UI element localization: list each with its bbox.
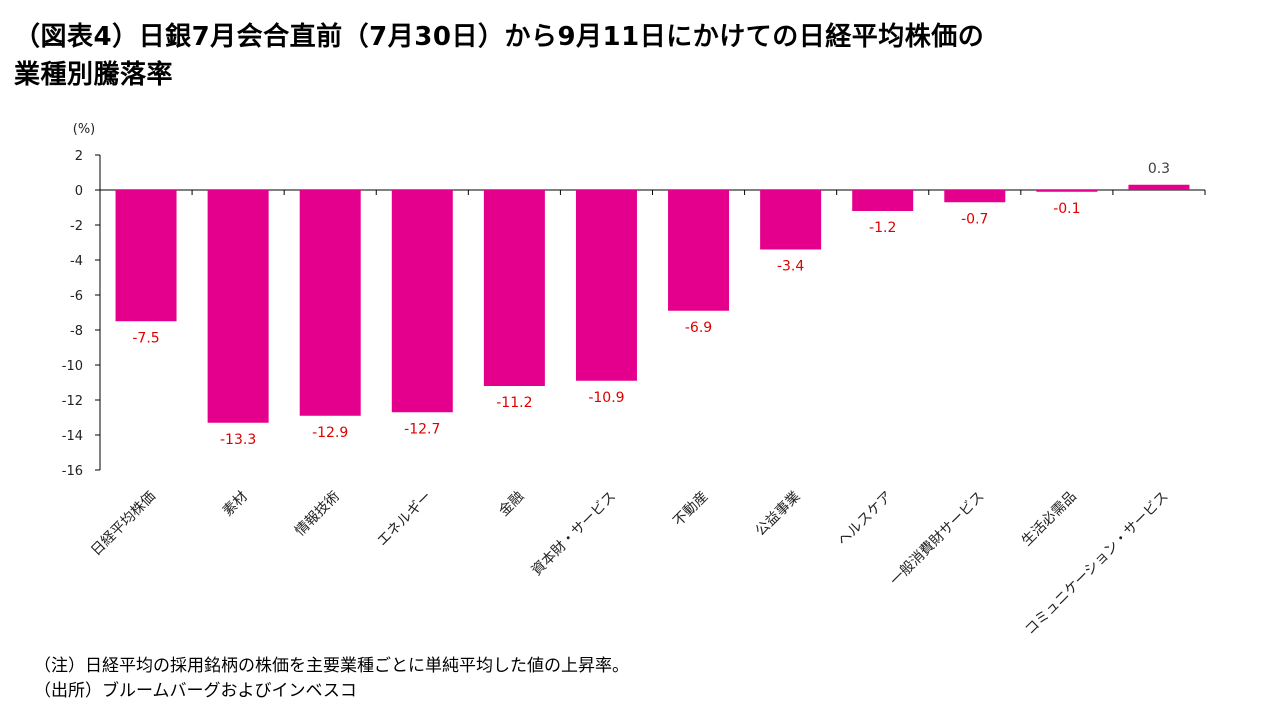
category-label: 一般消費財サービス	[887, 489, 987, 589]
data-label: -7.5	[132, 330, 159, 346]
y-tick-label: -2	[70, 219, 83, 234]
data-label: -10.9	[588, 390, 624, 406]
category-label: 資本財・サービス	[529, 489, 620, 580]
category-label: 生活必需品	[1019, 489, 1080, 550]
bar	[668, 190, 730, 311]
y-tick-label: -4	[70, 254, 83, 269]
chart-data-labels: -7.5 -13.3 -12.9 -12.7 -11.2 -10.9 -6.9 -3.4 -1.…	[132, 161, 1170, 448]
data-label: -6.9	[685, 320, 712, 336]
data-label: -11.2	[496, 395, 532, 411]
category-label: エネルギー	[374, 489, 435, 550]
bar	[944, 190, 1006, 203]
y-tick-label: 2	[75, 149, 83, 164]
y-tick-label: -16	[62, 464, 83, 479]
title-line-1: （図表4）日銀7月会合直前（7月30日）から9月11日にかけての日経平均株価の	[14, 22, 985, 52]
bar-chart: 2 0 -2 -4 -6 -8 -10 -12 -14 -16 (%) -7.5 -13.3 -12.9…	[62, 122, 1206, 639]
y-tick-label: -8	[70, 324, 83, 339]
source-note: （出所）ブルームバーグおよびインベスコ	[34, 681, 357, 701]
bar	[1128, 184, 1190, 190]
footnote: （注）日経平均の採用銘柄の株価を主要業種ごとに単純平均した値の上昇率。	[34, 656, 629, 676]
category-label: 公益事業	[753, 489, 804, 540]
data-label: -13.3	[220, 432, 256, 448]
bar	[391, 190, 453, 413]
category-label: 日経平均株価	[88, 489, 159, 560]
data-label: -12.9	[312, 425, 348, 441]
y-tick-label: 0	[75, 184, 83, 199]
category-label: 金融	[496, 489, 527, 520]
y-tick-label: -14	[62, 429, 83, 444]
y-tick-label: -12	[62, 394, 83, 409]
y-axis-unit-label: (%)	[73, 122, 96, 137]
chart-axes: 2 0 -2 -4 -6 -8 -10 -12 -14 -16 (%)	[62, 122, 1206, 479]
category-label: 素材	[220, 489, 251, 520]
category-label: ヘルスケア	[835, 489, 896, 550]
bar	[483, 190, 545, 386]
bar	[1036, 190, 1098, 192]
data-label: -1.2	[869, 220, 896, 236]
page-title: （図表4）日銀7月会合直前（7月30日）から9月11日にかけての日経平均株価の …	[14, 18, 984, 94]
data-label: -0.7	[961, 211, 988, 227]
bar	[575, 190, 637, 381]
chart-category-labels: 日経平均株価 素材 情報技術 エネルギー 金融 資本財・サービス 不動産 公益事業 ヘルスケア一…	[88, 489, 1172, 639]
data-label: 0.3	[1148, 161, 1170, 177]
category-label: 情報技術	[292, 489, 343, 540]
chart-bars	[115, 184, 1190, 423]
bar	[207, 190, 269, 423]
y-tick-label: -6	[70, 289, 83, 304]
bar	[299, 190, 361, 416]
bar	[115, 190, 177, 322]
bar	[852, 190, 914, 211]
bar	[760, 190, 822, 250]
category-label: 不動産	[670, 489, 711, 530]
category-label: コミュニケーション・サービス	[1022, 489, 1172, 639]
y-tick-label: -10	[62, 359, 83, 374]
data-label: -0.1	[1053, 201, 1080, 217]
title-line-2: 業種別騰落率	[14, 60, 174, 90]
data-label: -3.4	[777, 259, 804, 275]
data-label: -12.7	[404, 421, 440, 437]
